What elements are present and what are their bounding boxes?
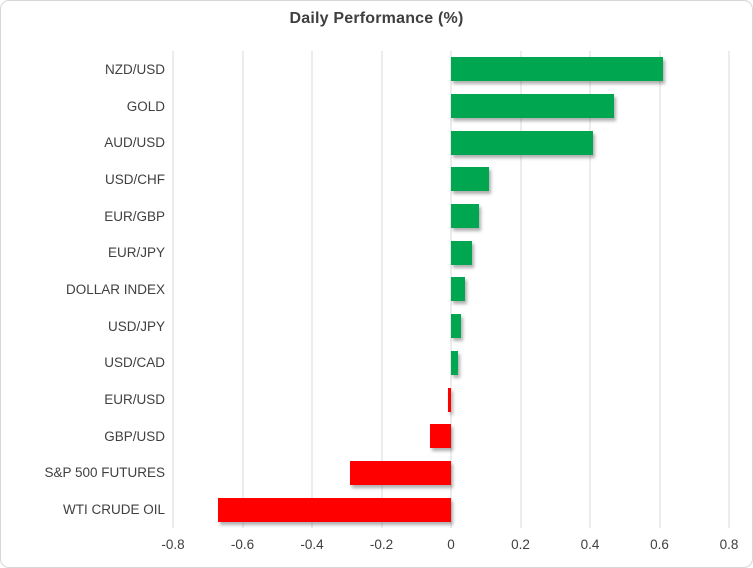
data-bar — [451, 57, 663, 82]
data-bar — [451, 240, 472, 265]
gridline — [520, 51, 521, 528]
category-label: WTI CRUDE OIL — [62, 502, 165, 518]
category-label: EUR/JPY — [107, 245, 165, 261]
category-label: USD/JPY — [107, 318, 165, 334]
bar-row — [173, 124, 729, 161]
x-axis-tick-label: 0.4 — [580, 537, 600, 552]
data-bar — [430, 424, 451, 449]
gridline — [311, 51, 313, 528]
data-bar — [451, 314, 462, 339]
bar-row — [173, 198, 729, 235]
category-label: EUR/USD — [104, 392, 165, 408]
bars-layer — [173, 51, 729, 528]
x-axis-tick-label: 0 — [447, 537, 455, 552]
gridline — [381, 51, 382, 528]
bar-row — [173, 418, 729, 455]
x-axis-tick-label: -0.4 — [300, 537, 324, 552]
bar-row — [173, 51, 729, 88]
bar-row — [173, 345, 729, 382]
data-bar — [218, 497, 451, 522]
gridline — [589, 51, 591, 528]
data-bar — [451, 130, 594, 155]
data-bar — [447, 387, 451, 412]
data-bar — [350, 460, 451, 485]
bar-row — [173, 491, 729, 528]
gridline — [659, 51, 660, 528]
data-bar — [451, 204, 479, 229]
category-label: NZD/USD — [105, 61, 165, 77]
bar-row — [173, 161, 729, 198]
data-bar — [451, 167, 490, 192]
x-axis-tick-label: 0.2 — [511, 537, 530, 552]
data-bar — [451, 94, 615, 119]
category-label: GBP/USD — [104, 428, 165, 444]
bar-row — [173, 88, 729, 125]
x-axis-tick-label: -0.6 — [230, 537, 255, 552]
gridline — [728, 51, 730, 528]
bar-row — [173, 271, 729, 308]
bar-row — [173, 308, 729, 345]
x-axis-tick-label: 0.8 — [719, 537, 739, 552]
category-label: EUR/GBP — [104, 208, 165, 224]
category-axis: NZD/USD GOLD AUD/USD USD/CHF EUR/GBP EUR/JPY D… — [1, 51, 165, 528]
bar-row — [173, 381, 729, 418]
x-axis: -0.8 -0.6 -0.4 -0.2 0 0.2 0.4 0.6 0.8 — [161, 537, 738, 557]
category-label: AUD/USD — [104, 135, 165, 151]
plot-area — [172, 51, 730, 528]
x-axis-tick-label: 0.6 — [650, 537, 669, 552]
data-bar — [451, 350, 458, 375]
x-axis-tick-label: -0.8 — [161, 537, 185, 552]
bar-row — [173, 234, 729, 271]
category-label: DOLLAR INDEX — [65, 281, 165, 297]
gridline — [242, 51, 243, 528]
data-bar — [451, 277, 465, 302]
category-label: S&P 500 FUTURES — [44, 465, 165, 481]
gridline — [172, 51, 174, 528]
chart-title: Daily Performance (%) — [289, 10, 464, 27]
category-label: USD/CHF — [105, 171, 165, 187]
category-label: GOLD — [126, 98, 165, 114]
x-axis-tick-label: -0.2 — [369, 537, 394, 552]
category-label: USD/CAD — [104, 355, 165, 371]
bar-row — [173, 455, 729, 492]
